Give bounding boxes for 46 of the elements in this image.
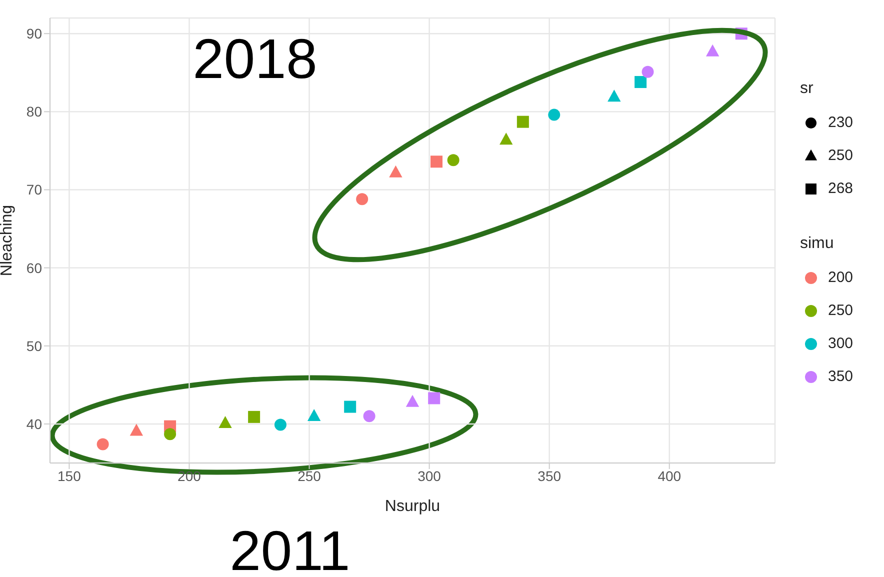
- point: [389, 165, 402, 178]
- text: sr: [800, 80, 814, 98]
- y-tick-label: 40: [26, 416, 42, 432]
- point: [406, 394, 420, 407]
- annotation: 2018: [192, 27, 318, 90]
- y-axis-title: Nleaching: [0, 204, 16, 276]
- point: [500, 132, 513, 145]
- text: 250: [828, 147, 854, 164]
- point: [130, 424, 144, 436]
- point: [356, 193, 368, 206]
- point: [344, 400, 356, 413]
- y-tick-label: 50: [26, 338, 42, 354]
- y-tick-label: 90: [26, 26, 42, 42]
- point: [642, 66, 654, 78]
- point: [96, 438, 109, 450]
- y-tick-label: 60: [26, 260, 42, 276]
- x-tick-label: 350: [538, 468, 562, 484]
- legend-label: 350: [828, 368, 854, 385]
- x-axis-title: Nsurplu: [384, 498, 440, 515]
- point: [430, 156, 443, 168]
- point: [218, 416, 232, 428]
- text: 2011: [230, 519, 350, 577]
- legend-label: 250: [828, 302, 854, 319]
- text: 230: [828, 114, 854, 131]
- legend-title: simu: [800, 235, 835, 253]
- point: [164, 428, 176, 440]
- point: [516, 116, 529, 128]
- point: [548, 108, 560, 121]
- point: [634, 76, 647, 88]
- y-tick-label: 70: [26, 182, 42, 198]
- legend-label: 300: [828, 335, 854, 352]
- x-tick-label: 300: [418, 468, 442, 484]
- x-tick-label: 400: [658, 468, 682, 484]
- x-tick-label: 150: [58, 468, 82, 484]
- point: [363, 410, 376, 422]
- point: [447, 154, 460, 166]
- y-tick-label: 80: [26, 104, 42, 120]
- point: [248, 410, 260, 423]
- point: [274, 418, 286, 431]
- point: [307, 408, 321, 421]
- point: [428, 392, 440, 404]
- text: 268: [828, 180, 854, 197]
- x-tick-label: 250: [298, 468, 322, 484]
- point: [608, 90, 621, 102]
- legend-label: 200: [828, 269, 854, 286]
- point: [706, 44, 720, 56]
